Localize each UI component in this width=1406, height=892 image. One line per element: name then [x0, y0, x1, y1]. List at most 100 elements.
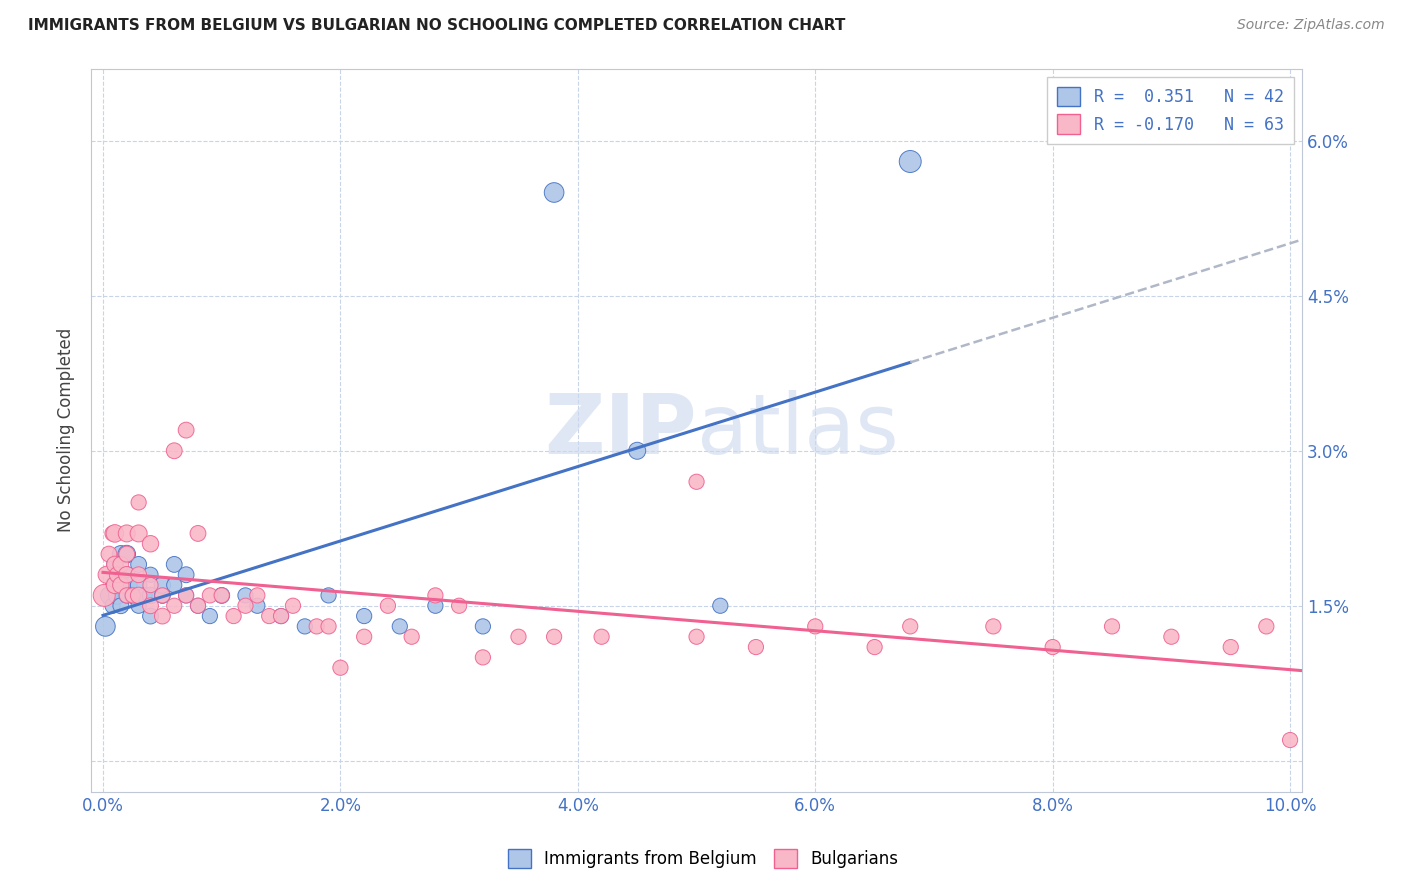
Point — [110, 599, 132, 613]
Point — [128, 588, 150, 602]
Point — [94, 619, 117, 633]
Point — [150, 578, 173, 592]
Point — [235, 588, 257, 602]
Point — [294, 619, 316, 633]
Point — [97, 547, 120, 561]
Point — [115, 588, 138, 602]
Point — [121, 588, 143, 602]
Point — [104, 526, 127, 541]
Point — [898, 619, 921, 633]
Point — [222, 609, 245, 624]
Point — [110, 578, 132, 592]
Point — [101, 599, 124, 613]
Point — [329, 661, 352, 675]
Point — [115, 547, 138, 561]
Point — [449, 599, 471, 613]
Point — [353, 630, 375, 644]
Point — [1219, 640, 1241, 654]
Point — [863, 640, 886, 654]
Point — [104, 578, 127, 592]
Point — [745, 640, 768, 654]
Point — [174, 567, 197, 582]
Point — [134, 588, 156, 602]
Point — [96, 567, 118, 582]
Point — [139, 537, 162, 551]
Point — [543, 186, 565, 200]
Point — [898, 154, 921, 169]
Point — [1042, 640, 1064, 654]
Point — [150, 609, 173, 624]
Point — [305, 619, 328, 633]
Point — [318, 619, 340, 633]
Point — [318, 588, 340, 602]
Point — [118, 578, 141, 592]
Point — [128, 558, 150, 572]
Point — [709, 599, 731, 613]
Point — [163, 578, 186, 592]
Point — [257, 609, 280, 624]
Point — [198, 588, 221, 602]
Text: ZIP: ZIP — [544, 390, 696, 471]
Point — [139, 588, 162, 602]
Point — [270, 609, 292, 624]
Point — [174, 588, 197, 602]
Point — [139, 567, 162, 582]
Point — [235, 599, 257, 613]
Point — [115, 547, 138, 561]
Point — [115, 567, 138, 582]
Text: atlas: atlas — [696, 390, 898, 471]
Point — [121, 588, 143, 602]
Point — [187, 599, 209, 613]
Point — [425, 599, 447, 613]
Point — [685, 630, 707, 644]
Point — [93, 588, 115, 602]
Point — [270, 609, 292, 624]
Point — [150, 588, 173, 602]
Point — [353, 609, 375, 624]
Point — [104, 558, 127, 572]
Point — [174, 588, 197, 602]
Point — [281, 599, 304, 613]
Point — [163, 599, 186, 613]
Point — [425, 588, 447, 602]
Point — [128, 526, 150, 541]
Point — [804, 619, 827, 633]
Point — [105, 567, 128, 582]
Point — [211, 588, 233, 602]
Text: Source: ZipAtlas.com: Source: ZipAtlas.com — [1237, 18, 1385, 32]
Point — [981, 619, 1004, 633]
Point — [626, 443, 648, 458]
Point — [1101, 619, 1123, 633]
Point — [591, 630, 613, 644]
Point — [110, 547, 132, 561]
Point — [1256, 619, 1278, 633]
Point — [139, 599, 162, 613]
Point — [198, 609, 221, 624]
Point — [128, 578, 150, 592]
Point — [128, 599, 150, 613]
Point — [101, 526, 124, 541]
Point — [104, 558, 127, 572]
Point — [150, 588, 173, 602]
Point — [246, 588, 269, 602]
Point — [377, 599, 399, 613]
Point — [104, 578, 127, 592]
Legend: Immigrants from Belgium, Bulgarians: Immigrants from Belgium, Bulgarians — [501, 842, 905, 875]
Point — [1160, 630, 1182, 644]
Point — [1279, 733, 1302, 747]
Point — [174, 423, 197, 437]
Point — [128, 567, 150, 582]
Y-axis label: No Schooling Completed: No Schooling Completed — [58, 328, 75, 533]
Point — [187, 599, 209, 613]
Point — [471, 650, 494, 665]
Point — [471, 619, 494, 633]
Point — [685, 475, 707, 489]
Point — [139, 578, 162, 592]
Point — [211, 588, 233, 602]
Point — [139, 609, 162, 624]
Point — [508, 630, 530, 644]
Point — [246, 599, 269, 613]
Point — [128, 495, 150, 509]
Point — [388, 619, 411, 633]
Point — [115, 526, 138, 541]
